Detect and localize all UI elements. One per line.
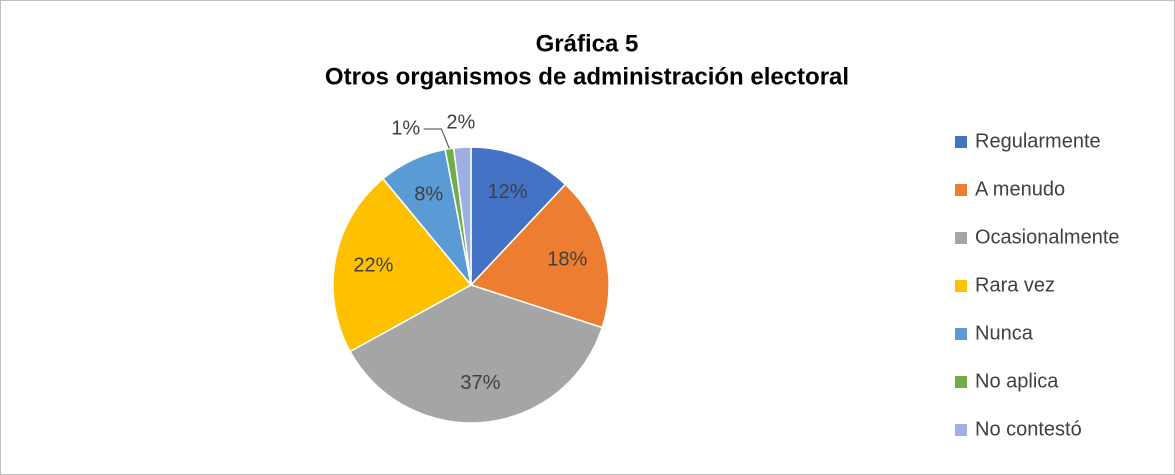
legend-swatch [955,232,967,244]
legend-label: No aplica [975,370,1059,392]
pie-slice [470,146,567,287]
pie-slice [469,183,610,329]
legend-label: Regularmente [975,130,1101,152]
data-label: 2% [446,112,475,134]
legend-swatch [955,424,967,436]
chart-subtitle: Otros organismos de administración elect… [325,63,849,90]
legend-label: Ocasionalmente [975,226,1120,248]
data-label: 18% [547,249,587,271]
pie-slice [452,146,472,286]
pie-slice [332,177,473,353]
legend-label: Rara vez [975,274,1055,296]
legend-swatch [955,328,967,340]
leader-line [423,128,450,149]
data-label: 22% [353,255,393,277]
legend-label: A menudo [975,178,1065,200]
chart-title: Gráfica 5 [536,30,639,57]
legend-swatch [955,184,967,196]
data-label: 12% [488,181,528,203]
legend-swatch [955,136,967,148]
data-label: 37% [460,372,500,394]
legend-label: No contestó [975,418,1082,440]
legend-swatch [955,280,967,292]
legend-label: Nunca [975,322,1034,344]
data-label: 1% [391,117,420,139]
data-label: 8% [414,183,443,205]
legend-swatch [955,376,967,388]
pie-slice [349,284,604,424]
